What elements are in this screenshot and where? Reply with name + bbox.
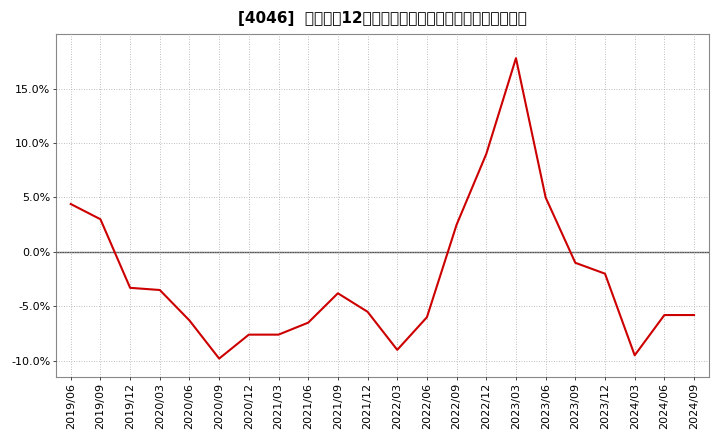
Title: [4046]  売上高の12か月移動合計の対前年同期増減率の推移: [4046] 売上高の12か月移動合計の対前年同期増減率の推移 (238, 11, 527, 26)
